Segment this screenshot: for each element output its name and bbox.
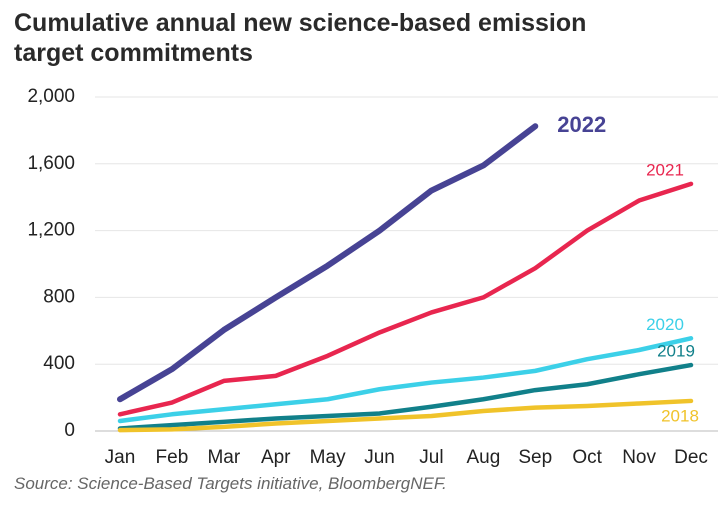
series-label: 2020 xyxy=(646,315,684,334)
series-label: 2022 xyxy=(557,112,606,137)
series-line xyxy=(117,398,694,433)
x-tick-label: Sep xyxy=(518,447,552,468)
source-note: Source: Science-Based Targets initiative… xyxy=(14,474,447,493)
chart-title: Cumulative annual new science-based emis… xyxy=(14,9,587,67)
x-tick-label: Jan xyxy=(105,447,136,468)
x-tick-label: Aug xyxy=(466,447,500,468)
series-label: 2019 xyxy=(657,342,695,361)
x-tick-label: Jul xyxy=(419,447,443,468)
x-tick-label: Apr xyxy=(261,447,291,468)
y-tick-label: 400 xyxy=(43,353,75,374)
y-tick-label: 2,000 xyxy=(27,86,75,107)
y-tick-label: 1,200 xyxy=(27,220,75,241)
series-line xyxy=(117,181,694,417)
x-tick-label: Dec xyxy=(674,447,708,468)
x-tick-label: Jun xyxy=(364,447,395,468)
y-tick-label: 1,600 xyxy=(27,153,75,174)
series-line xyxy=(117,123,539,403)
series-label: 2021 xyxy=(646,160,684,179)
x-tick-label: Nov xyxy=(622,447,656,468)
x-tick-label: May xyxy=(310,447,346,468)
y-tick-label: 800 xyxy=(43,286,75,307)
series-line xyxy=(117,336,694,424)
series-label: 2018 xyxy=(661,406,699,425)
x-tick-label: Oct xyxy=(572,447,602,468)
x-tick-label: Feb xyxy=(156,447,189,468)
x-tick-label: Mar xyxy=(207,447,240,468)
series-line xyxy=(117,362,694,431)
y-tick-label: 0 xyxy=(64,420,75,441)
